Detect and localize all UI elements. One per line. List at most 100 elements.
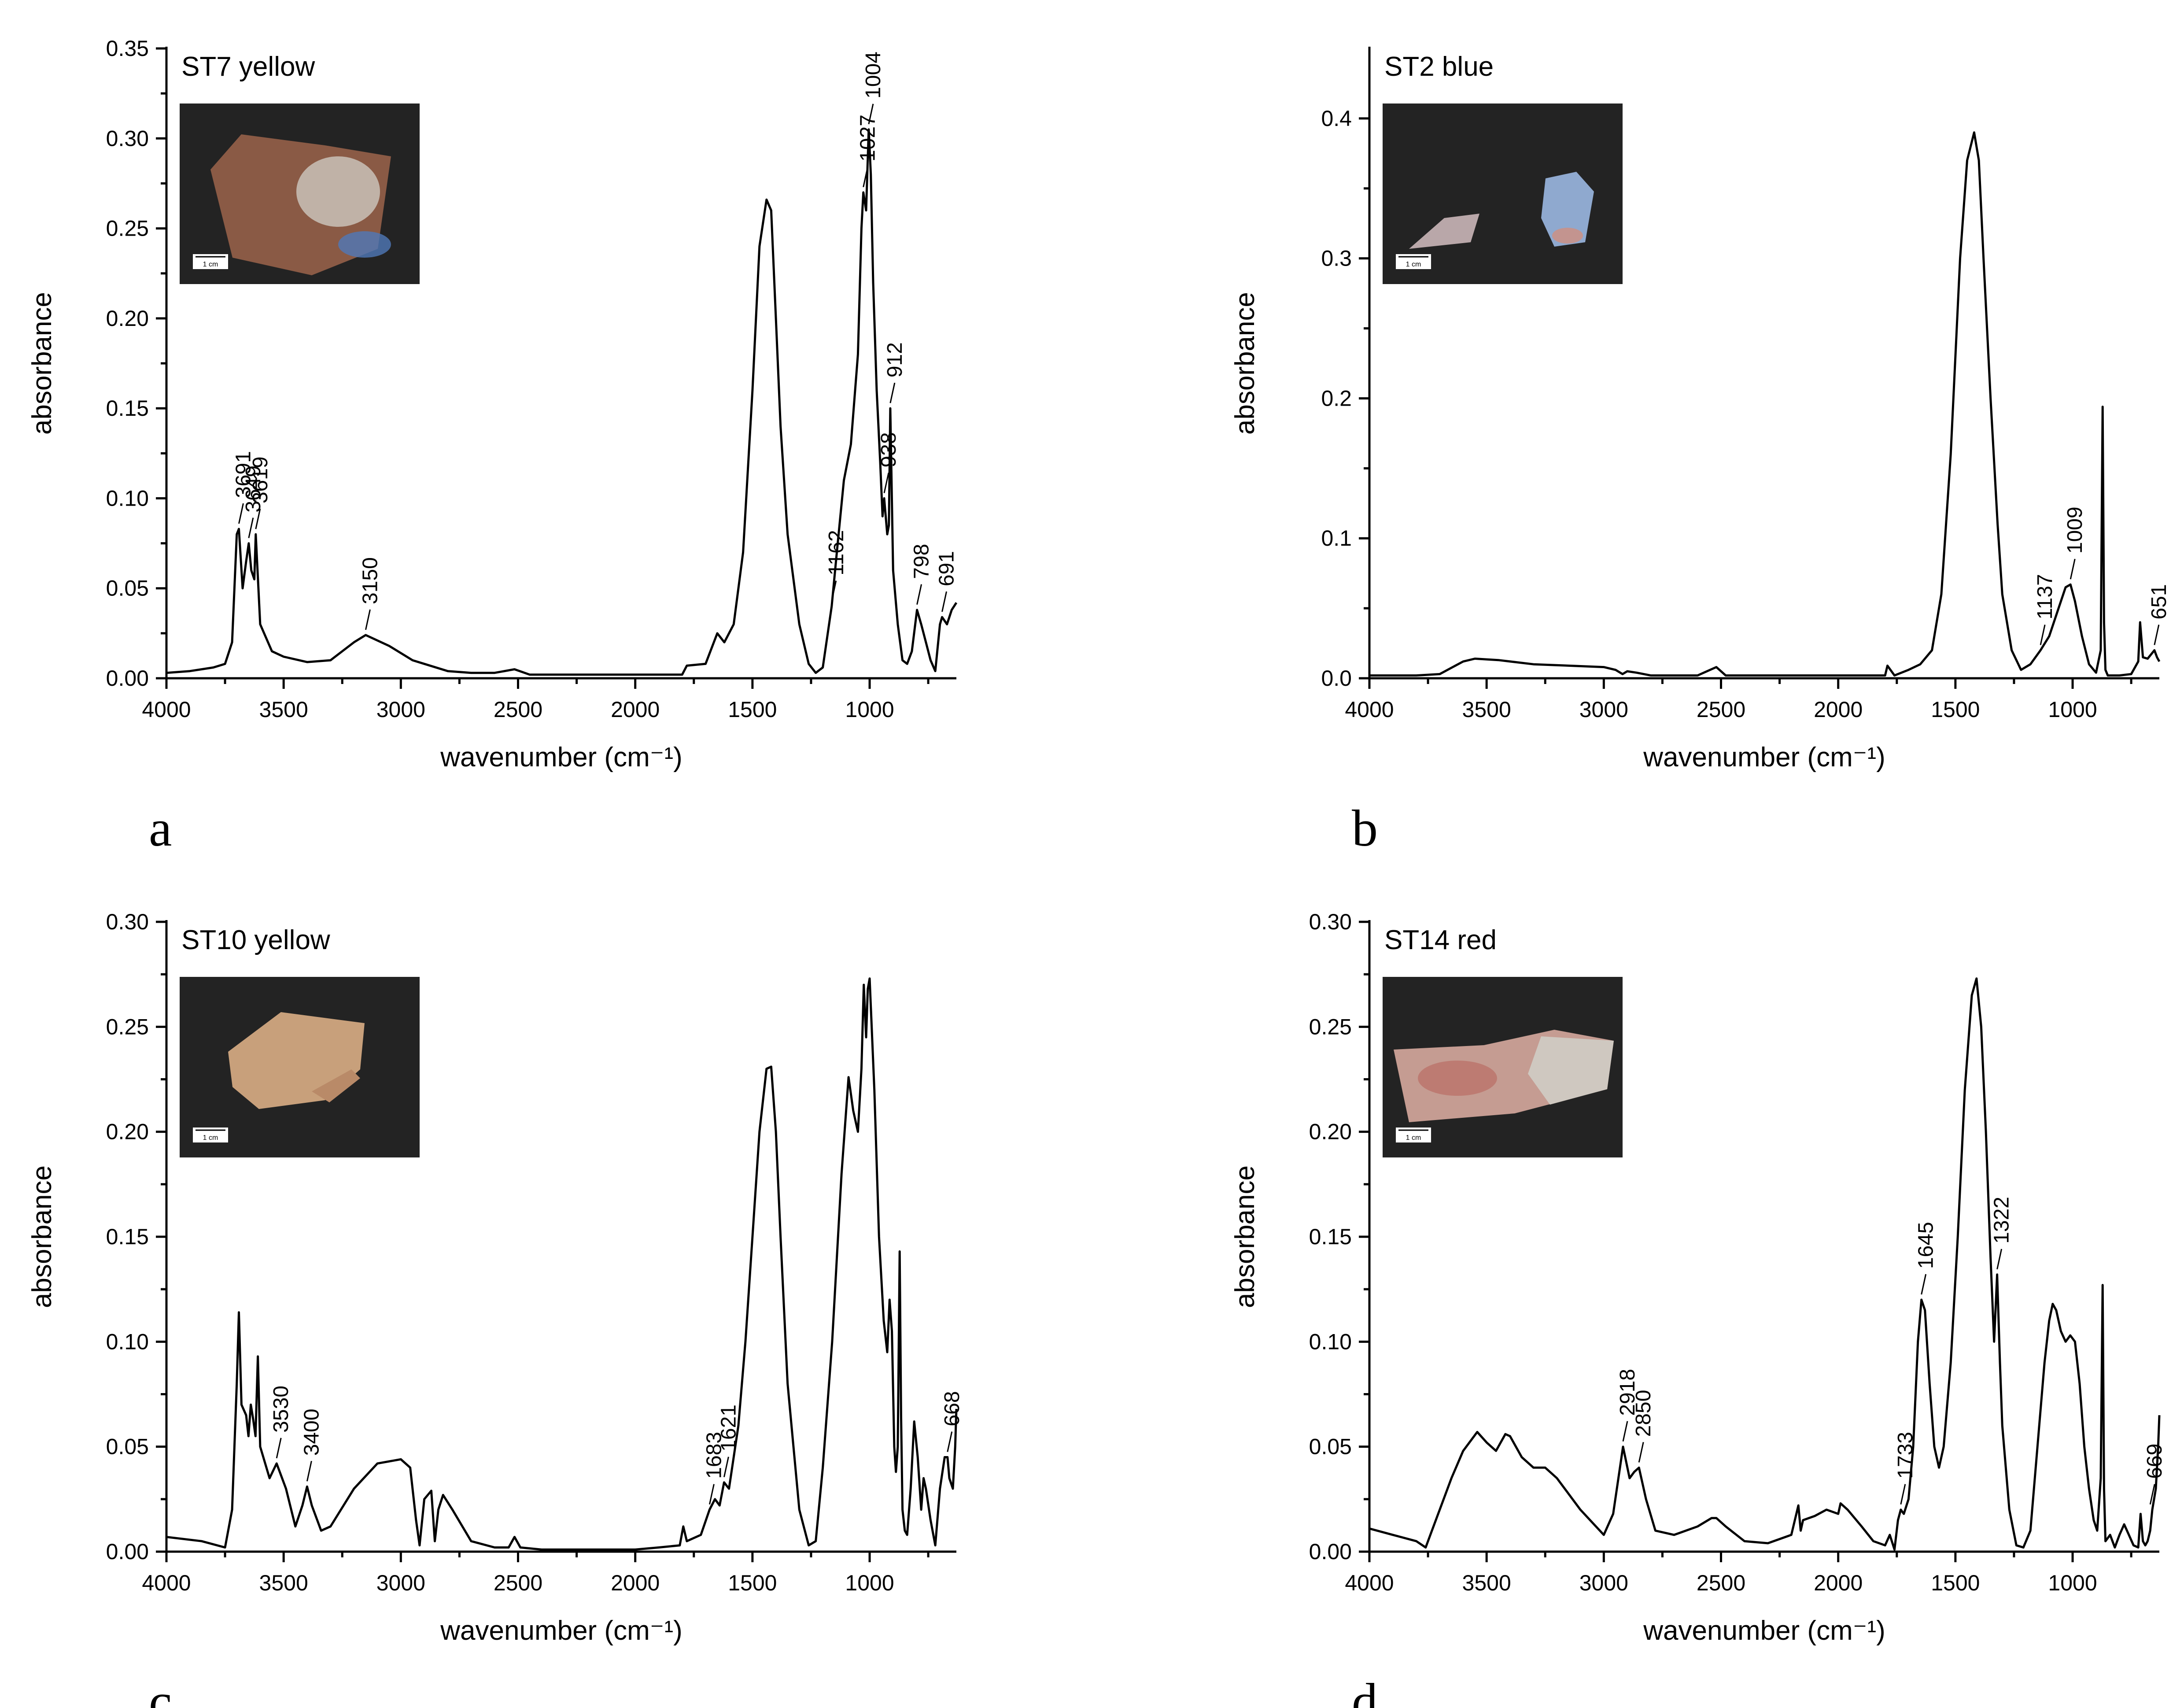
- x-tick-label: 2500: [1697, 697, 1745, 722]
- peak-leader: [708, 1484, 715, 1505]
- scale-bar-label: 1 cm: [1406, 1134, 1421, 1142]
- y-tick-label: 0.20: [1309, 1120, 1352, 1144]
- peak-label: 3649: [242, 466, 265, 513]
- y-tick-label: 0.15: [1309, 1224, 1352, 1249]
- y-tick-label: 0.15: [106, 1224, 149, 1249]
- peak-label: 3530: [269, 1386, 293, 1433]
- panel-d: 4000 3500 3000 2500 2000 1500 1000 0.00 0.05 0.10…: [1230, 909, 2166, 1708]
- x-tick-label: 3000: [1579, 1571, 1628, 1595]
- peak-leader: [1900, 1484, 1906, 1505]
- y-tick-label: 0.10: [106, 486, 149, 510]
- peak-label: 651: [2147, 584, 2171, 619]
- scale-bar-label: 1 cm: [1406, 261, 1421, 268]
- scale-bar-label: 1 cm: [203, 1134, 218, 1142]
- x-tick-label: 1500: [1931, 1571, 1980, 1595]
- x-tick-label: 3500: [1462, 697, 1511, 722]
- peak-label: 1645: [1915, 1222, 1938, 1269]
- spectrum-line: [166, 128, 958, 676]
- peak-label: 798: [910, 544, 933, 579]
- y-axis-title: absorbance: [1230, 1165, 1260, 1308]
- peak-label: 3619: [249, 456, 272, 503]
- y-tick-label: 0.30: [106, 126, 149, 151]
- x-tick-label: 4000: [1345, 1571, 1394, 1595]
- sample-photo: 1 cm: [1383, 104, 1623, 284]
- peak-leader: [2154, 625, 2160, 645]
- peak-leader: [365, 609, 371, 630]
- peak-label: 691: [935, 551, 959, 586]
- sample-photo: 1 cm: [180, 104, 420, 284]
- x-tick-label: 3500: [259, 1571, 308, 1595]
- sample-patch: [296, 156, 380, 227]
- y-tick-label: 0.15: [106, 396, 149, 421]
- panel-letter: c: [149, 1673, 172, 1708]
- y-tick-label: 0.30: [1309, 909, 1352, 934]
- peak-leader: [883, 473, 889, 493]
- peak-label: 3400: [300, 1409, 323, 1456]
- sample-patch: [1418, 1061, 1497, 1096]
- y-tick-label: 0.25: [106, 216, 149, 241]
- y-tick-label: 0.35: [106, 36, 149, 61]
- peak-leader: [1638, 1442, 1644, 1463]
- x-tick-label: 2500: [494, 697, 542, 722]
- y-axis-title: absorbance: [27, 1165, 57, 1308]
- y-tick-label: 0.2: [1321, 386, 1352, 410]
- x-tick-label: 3000: [376, 1571, 425, 1595]
- sample-patch: [1552, 228, 1583, 244]
- x-axis-title: wavenumber (cm⁻¹): [440, 1616, 682, 1646]
- peak-label: 1137: [2033, 574, 2057, 619]
- peak-leader: [1996, 1249, 2003, 1270]
- y-tick-label: 0.1: [1321, 526, 1352, 551]
- sample-fragment: [1409, 214, 1479, 249]
- peak-label: 3150: [358, 557, 382, 604]
- peak-label: 1322: [1990, 1197, 2014, 1244]
- panel-letter: a: [149, 799, 172, 857]
- peak-label: 1733: [1894, 1432, 1917, 1479]
- peak-label: 2918: [1616, 1369, 1639, 1416]
- peak-label: 1621: [717, 1405, 740, 1452]
- y-tick-label: 0.00: [1309, 1539, 1352, 1564]
- x-tick-label: 2500: [494, 1571, 542, 1595]
- peak-leader: [2040, 625, 2046, 645]
- x-tick-label: 4000: [142, 1571, 191, 1595]
- panel-letter: b: [1352, 799, 1378, 857]
- y-axis-title: absorbance: [1230, 292, 1260, 435]
- x-tick-label: 1500: [728, 697, 777, 722]
- sample-patch: [338, 231, 391, 258]
- peak-leader: [255, 508, 261, 529]
- y-tick-label: 0.05: [106, 1434, 149, 1459]
- peak-label: 1683: [702, 1432, 726, 1479]
- peak-label: 2850: [1632, 1390, 1655, 1437]
- y-tick-label: 0.20: [106, 306, 149, 331]
- scale-bar-label: 1 cm: [203, 261, 218, 268]
- sample-patch: [312, 1069, 360, 1102]
- peak-leader: [248, 518, 254, 538]
- peak-leader: [889, 382, 896, 403]
- peak-leader: [863, 166, 869, 188]
- panel-title: ST14 red: [1384, 925, 1497, 955]
- y-tick-label: 0.25: [1309, 1014, 1352, 1039]
- peak-leader: [916, 584, 922, 605]
- peak-leader: [1622, 1421, 1628, 1442]
- x-tick-label: 3500: [259, 697, 308, 722]
- panel-a: 4000 3500 3000 2500 2000 1500 1000 0.00 0.05 0.10…: [27, 36, 959, 857]
- sample-photo: 1 cm: [180, 977, 420, 1157]
- x-axis-title: wavenumber (cm⁻¹): [1643, 742, 1885, 773]
- peak-label: 1162: [825, 530, 848, 575]
- peak-label: 669: [2143, 1444, 2166, 1479]
- x-tick-label: 3000: [376, 697, 425, 722]
- panel-c: 4000 3500 3000 2500 2000 1500 1000 0.00 0.05 0.10…: [27, 909, 964, 1708]
- peak-label: 1009: [2063, 506, 2087, 554]
- x-tick-label: 1500: [728, 1571, 777, 1595]
- x-tick-label: 2000: [611, 1571, 660, 1595]
- peak-leader: [868, 104, 874, 125]
- x-tick-label: 4000: [142, 697, 191, 722]
- y-tick-label: 0.05: [106, 576, 149, 601]
- panel-title: ST10 yellow: [181, 925, 330, 955]
- panel-title: ST2 blue: [1384, 52, 1494, 82]
- sample-patch: [1528, 1036, 1614, 1105]
- sample-photo: 1 cm: [1383, 977, 1623, 1157]
- x-tick-label: 4000: [1345, 697, 1394, 722]
- spectrum-line: [166, 977, 958, 1551]
- peak-leader: [947, 1431, 953, 1452]
